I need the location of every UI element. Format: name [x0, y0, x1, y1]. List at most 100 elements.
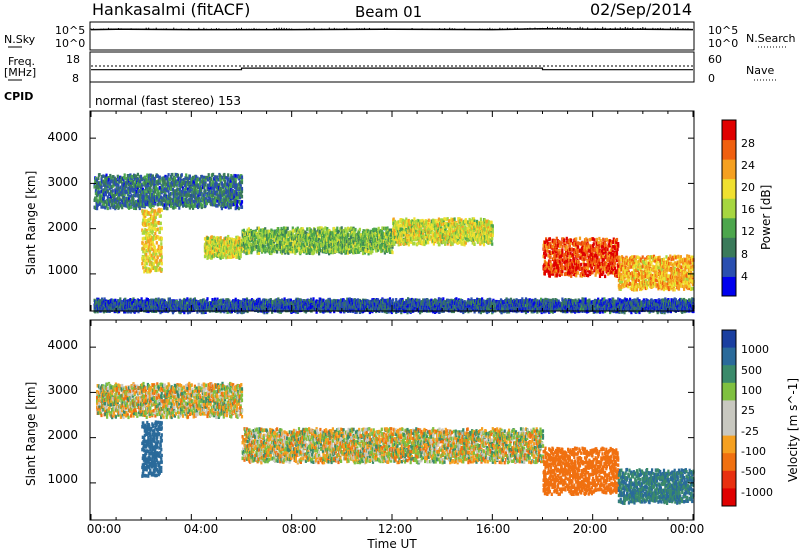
- heat-cell: [385, 306, 388, 311]
- date-label: 02/Sep/2014: [590, 0, 693, 19]
- heat-cell: [145, 297, 148, 301]
- heat-cell: [333, 299, 336, 303]
- heat-cell: [322, 308, 325, 312]
- heat-cell: [272, 303, 275, 307]
- heat-cell: [227, 310, 230, 314]
- freq-panel-frame: [89, 51, 695, 83]
- vel-cb-tick-100: 100: [741, 384, 762, 397]
- nsky-label: N.Sky: [4, 33, 36, 46]
- heat-cell: [228, 299, 231, 303]
- heat-cell: [95, 300, 98, 305]
- heat-cell: [193, 308, 196, 312]
- heat-cell: [397, 300, 400, 305]
- heat-cell: [234, 299, 237, 303]
- heat-cell: [426, 298, 429, 302]
- heat-cell: [239, 310, 242, 314]
- heat-cell: [150, 305, 153, 309]
- heat-cell: [225, 305, 228, 310]
- heat-cell: [196, 310, 199, 314]
- heat-cell: [94, 303, 97, 308]
- heat-cell: [234, 297, 237, 302]
- heat-cell: [413, 299, 416, 304]
- heat-cell: [222, 304, 225, 309]
- heat-cell: [273, 299, 276, 303]
- heat-cell: [265, 298, 268, 303]
- heat-cell: [221, 302, 224, 306]
- heat-cell: [94, 309, 97, 314]
- heat-cell: [271, 310, 274, 314]
- heat-cell: [322, 310, 325, 314]
- heat-cell: [161, 300, 164, 304]
- heat-cell: [257, 297, 260, 302]
- xtick-0400: 04:00: [183, 522, 219, 536]
- heat-cell: [186, 310, 190, 315]
- heat-cell: [103, 297, 106, 301]
- heat-cell: [393, 308, 396, 312]
- xtick-1200: 12:00: [377, 522, 413, 536]
- power-cb-tick-24: 24: [741, 159, 755, 172]
- heat-cell: [202, 310, 205, 315]
- heat-cell: [262, 307, 265, 311]
- heat-cell: [211, 298, 214, 302]
- power-cb-tick-8: 8: [741, 248, 748, 261]
- heat-cell: [251, 307, 254, 311]
- power-cb-tick-4: 4: [741, 270, 748, 283]
- heat-cell: [420, 307, 423, 312]
- heat-cell: [165, 301, 168, 306]
- heat-cell: [124, 297, 127, 302]
- heat-cell: [407, 297, 410, 301]
- heat-cell: [223, 309, 226, 314]
- heat-cell: [200, 310, 203, 315]
- heat-cell: [357, 308, 360, 312]
- heat-cell: [202, 298, 205, 302]
- heat-cell: [189, 297, 192, 302]
- heat-cell: [201, 307, 204, 311]
- heat-cell: [176, 307, 180, 311]
- heat-cell: [134, 300, 138, 304]
- vel-cb-tick-500: 500: [741, 364, 762, 377]
- heat-cell: [168, 297, 171, 301]
- heat-cell: [219, 309, 222, 314]
- heat-cell: [99, 303, 102, 307]
- heat-cell: [104, 299, 107, 303]
- heat-cell: [131, 298, 134, 303]
- heat-cell: [309, 306, 313, 310]
- heat-cell: [425, 302, 429, 306]
- heat-cell: [97, 297, 100, 302]
- heat-cell: [135, 308, 138, 313]
- power-ytick-4000: 4000: [47, 130, 78, 144]
- heat-cell: [308, 299, 311, 303]
- heat-cell: [351, 302, 355, 306]
- heat-cell: [306, 306, 309, 311]
- heat-cell: [226, 308, 229, 312]
- heat-cell: [350, 298, 353, 302]
- vel-cb-tick-neg25: -25: [741, 425, 759, 438]
- heat-cell: [319, 297, 322, 302]
- heat-cell: [322, 298, 325, 303]
- heat-cell: [315, 310, 318, 314]
- heat-cell: [119, 297, 122, 301]
- heat-cell: [223, 305, 226, 309]
- heat-cell: [399, 307, 402, 311]
- heat-cell: [178, 310, 181, 314]
- heat-cell: [403, 308, 406, 312]
- heat-cell: [242, 298, 245, 302]
- heat-cell: [283, 297, 286, 301]
- nsearch-label: N.Search: [746, 32, 796, 45]
- heat-cell: [355, 307, 358, 312]
- heat-cell: [127, 310, 130, 314]
- heat-cell: [123, 302, 126, 307]
- heat-cell: [148, 299, 151, 303]
- heat-cell: [345, 303, 348, 308]
- vel-ytick-1000: 1000: [47, 472, 78, 486]
- freq-label: Freq.: [8, 55, 36, 68]
- heat-cell: [188, 307, 191, 311]
- heat-cell: [121, 303, 124, 307]
- heat-cell: [368, 310, 371, 315]
- heat-cell: [218, 299, 222, 303]
- heat-cell: [155, 299, 158, 304]
- heat-cell: [309, 297, 313, 302]
- heat-cell: [132, 297, 135, 301]
- heat-cell: [186, 302, 189, 306]
- heat-cell: [206, 297, 209, 301]
